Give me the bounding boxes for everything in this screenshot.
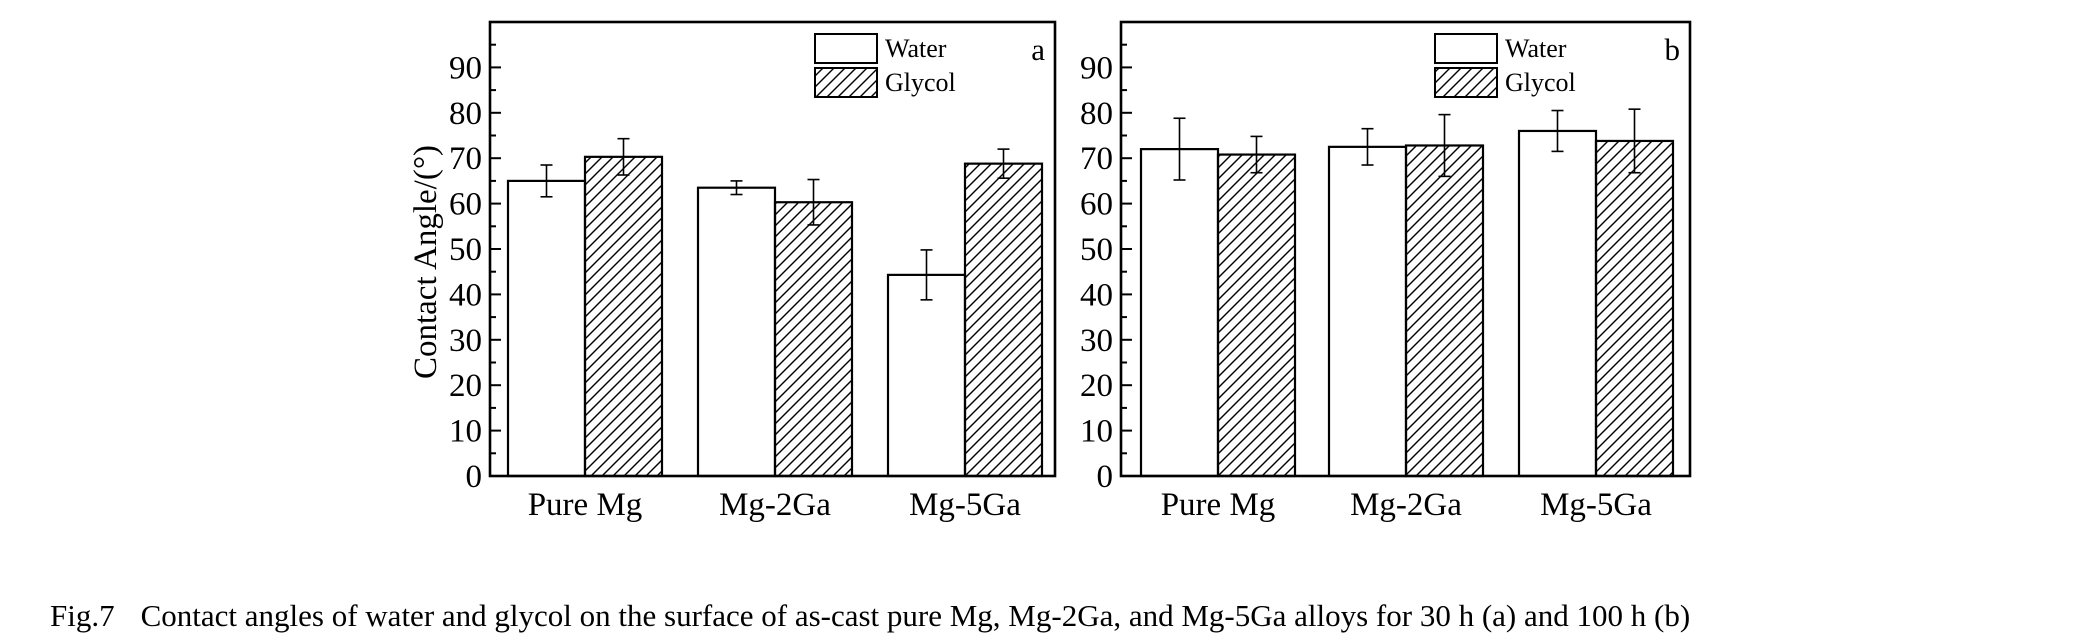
x-tick-label: Mg-5Ga — [1540, 487, 1652, 523]
y-tick-label: 10 — [449, 414, 482, 450]
y-tick-label: 80 — [449, 96, 482, 132]
y-tick-label: 20 — [1080, 368, 1113, 404]
y-tick-label: 80 — [1080, 96, 1113, 132]
y-tick-label: 40 — [1080, 277, 1113, 313]
bar-glycol-mg-5ga — [1594, 139, 1675, 478]
legend-swatch-water — [1434, 33, 1498, 64]
panel-label: a — [1031, 32, 1045, 67]
y-tick-label: 30 — [449, 323, 482, 359]
y-tick-label: 90 — [449, 50, 482, 86]
chart-panel-a: Pure Mg Mg-2Ga Mg-5Ga 0 10 20 30 40 50 60 70 80 90 a W… — [449, 20, 1057, 523]
legend-label-glycol: Glycol — [1505, 68, 1576, 97]
caption-figure-number: Fig.7 — [50, 598, 115, 633]
bar-glycol-mg-2ga — [1404, 144, 1485, 478]
bar-glycol-pure-mg — [1216, 153, 1297, 478]
y-tick-label: 0 — [466, 459, 483, 495]
y-tick-label: 70 — [1080, 141, 1113, 177]
bar-water-mg-2ga — [1327, 145, 1408, 478]
legend-label-water: Water — [1505, 34, 1567, 63]
y-tick-label: 40 — [449, 277, 482, 313]
y-tick-label: 60 — [1080, 187, 1113, 223]
x-tick-label: Mg-5Ga — [909, 487, 1021, 523]
legend-label-water: Water — [885, 34, 947, 63]
x-tick-label: Mg-2Ga — [719, 487, 831, 523]
y-axis-label: Contact Angle/(°) — [408, 145, 444, 379]
x-tick-label: Pure Mg — [1161, 487, 1276, 523]
y-tick-label: 90 — [1080, 50, 1113, 86]
chart-panel-b: Pure Mg Mg-2Ga Mg-5Ga 0 10 20 30 40 50 60 70 80 90 b W… — [1080, 20, 1692, 523]
y-tick-label: 0 — [1097, 459, 1114, 495]
bar-water-mg-5ga — [1517, 129, 1598, 478]
y-tick-label: 20 — [449, 368, 482, 404]
bar-water-mg-5ga — [886, 273, 967, 478]
bar-glycol-pure-mg — [583, 155, 664, 478]
y-tick-label: 10 — [1080, 414, 1113, 450]
y-tick-label: 50 — [449, 232, 482, 268]
y-tick-label: 60 — [449, 187, 482, 223]
bar-glycol-mg-2ga — [773, 201, 854, 478]
y-tick-label: 50 — [1080, 232, 1113, 268]
y-tick-label: 70 — [449, 141, 482, 177]
legend-swatch-water — [814, 33, 878, 64]
panel-label: b — [1665, 32, 1681, 67]
y-tick-label: 30 — [1080, 323, 1113, 359]
legend-swatch-glycol — [1434, 67, 1498, 98]
bar-water-pure-mg — [506, 179, 587, 478]
caption-text: Contact angles of water and glycol on th… — [140, 598, 1691, 633]
bar-water-pure-mg — [1139, 148, 1220, 478]
x-tick-label: Pure Mg — [528, 487, 643, 523]
legend-swatch-glycol — [814, 67, 878, 98]
bar-glycol-mg-5ga — [963, 162, 1044, 478]
legend-label-glycol: Glycol — [885, 68, 956, 97]
x-tick-label: Mg-2Ga — [1350, 487, 1462, 523]
bar-water-mg-2ga — [696, 186, 777, 478]
figure-caption: Fig.7 Contact angles of water and glycol … — [50, 598, 1690, 634]
